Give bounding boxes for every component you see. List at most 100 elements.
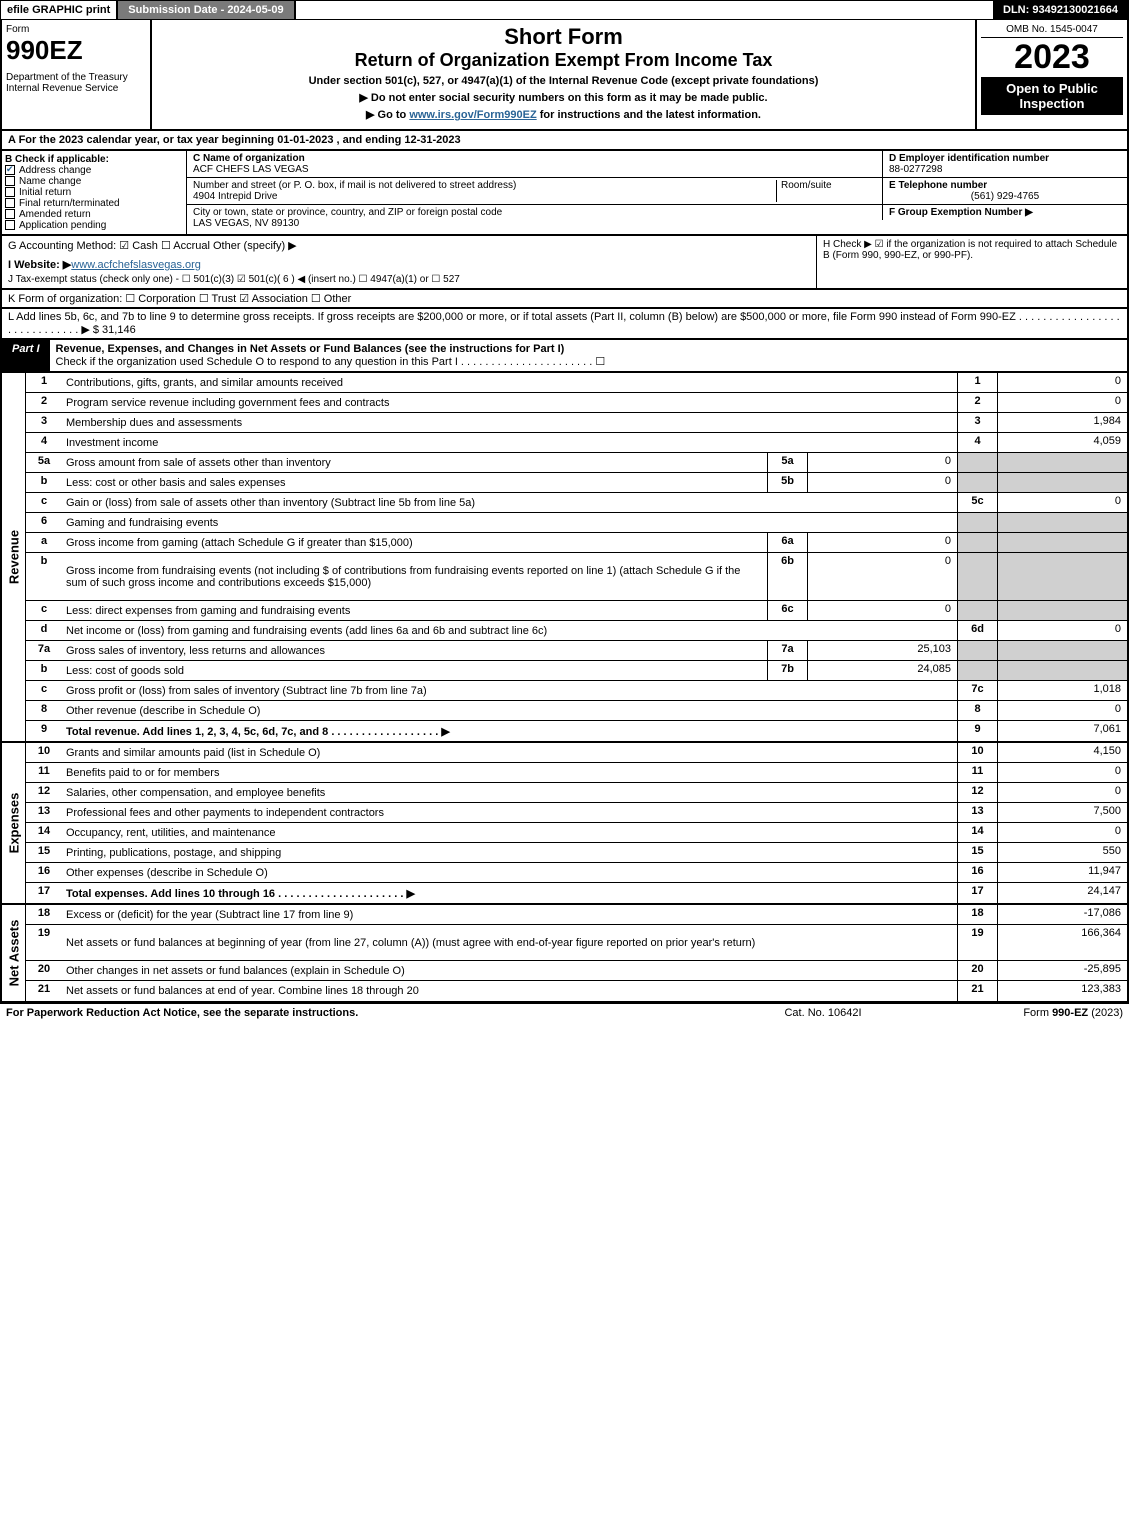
ln7c-desc: Gross profit or (loss) from sales of inv… <box>62 681 957 700</box>
ln10-num: 10 <box>26 743 62 762</box>
ln6a-num: a <box>26 533 62 552</box>
ln7b-box-grey <box>957 661 997 680</box>
ln3-desc: Membership dues and assessments <box>62 413 957 432</box>
row-i-label: I Website: ▶ <box>8 259 71 271</box>
ln19-desc: Net assets or fund balances at beginning… <box>62 925 957 960</box>
lbl-address-change: Address change <box>19 165 91 176</box>
ln20-desc: Other changes in net assets or fund bala… <box>62 961 957 980</box>
efile-print[interactable]: efile GRAPHIC print <box>1 1 118 19</box>
info-grid: B Check if applicable: Address change Na… <box>0 151 1129 236</box>
ln6c-box-grey <box>957 601 997 620</box>
chk-amended-return[interactable] <box>5 209 15 219</box>
ln20-val: -25,895 <box>997 961 1127 980</box>
ln6d-num: d <box>26 621 62 640</box>
ln11-val: 0 <box>997 763 1127 782</box>
website-link[interactable]: www.acfchefslasvegas.org <box>71 259 201 271</box>
row-a-period: A For the 2023 calendar year, or tax yea… <box>0 131 1129 151</box>
ln17-desc: Total expenses. Add lines 10 through 16 … <box>62 883 957 903</box>
ln21-box: 21 <box>957 981 997 1001</box>
org-address: 4904 Intrepid Drive <box>193 191 278 202</box>
ln3-val: 1,984 <box>997 413 1127 432</box>
ln7a-subval: 25,103 <box>807 641 957 660</box>
ln9-num: 9 <box>26 721 62 741</box>
page-footer: For Paperwork Reduction Act Notice, see … <box>0 1003 1129 1022</box>
box-b-label: B Check if applicable: <box>5 154 109 165</box>
submission-date: Submission Date - 2024-05-09 <box>118 1 295 19</box>
lbl-amended-return: Amended return <box>19 209 91 220</box>
ln5a-val-grey <box>997 453 1127 472</box>
telephone: (561) 929-4765 <box>889 191 1121 202</box>
ln5a-subval: 0 <box>807 453 957 472</box>
ln18-num: 18 <box>26 905 62 924</box>
footer-catalog: Cat. No. 10642I <box>723 1007 923 1019</box>
ln8-num: 8 <box>26 701 62 720</box>
tax-year: 2023 <box>981 38 1123 77</box>
ln5b-subval: 0 <box>807 473 957 492</box>
ln3-box: 3 <box>957 413 997 432</box>
row-gh: G Accounting Method: ☑ Cash ☐ Accrual Ot… <box>0 236 1129 290</box>
ln7b-val-grey <box>997 661 1127 680</box>
ln15-desc: Printing, publications, postage, and shi… <box>62 843 957 862</box>
part1-header: Part I Revenue, Expenses, and Changes in… <box>0 340 1129 373</box>
row-l-text: L Add lines 5b, 6c, and 7b to line 9 to … <box>8 311 1120 336</box>
netassets-section: Net Assets 18Excess or (deficit) for the… <box>0 905 1129 1003</box>
ln6c-num: c <box>26 601 62 620</box>
footer-left: For Paperwork Reduction Act Notice, see … <box>6 1007 723 1019</box>
ln5b-sub: 5b <box>767 473 807 492</box>
ln6a-val-grey <box>997 533 1127 552</box>
ln6c-subval: 0 <box>807 601 957 620</box>
expenses-label: Expenses <box>6 793 21 854</box>
ln18-box: 18 <box>957 905 997 924</box>
row-l: L Add lines 5b, 6c, and 7b to line 9 to … <box>0 309 1129 340</box>
ln2-val: 0 <box>997 393 1127 412</box>
box-b: B Check if applicable: Address change Na… <box>2 151 187 234</box>
chk-application-pending[interactable] <box>5 220 15 230</box>
open-to-public: Open to Public Inspection <box>981 77 1123 115</box>
box-c-name-label: C Name of organization <box>193 153 305 164</box>
ln4-box: 4 <box>957 433 997 452</box>
ln1-desc: Contributions, gifts, grants, and simila… <box>62 373 957 392</box>
ln10-box: 10 <box>957 743 997 762</box>
ln6a-sub: 6a <box>767 533 807 552</box>
chk-address-change[interactable] <box>5 165 15 175</box>
ln21-val: 123,383 <box>997 981 1127 1001</box>
ln6a-subval: 0 <box>807 533 957 552</box>
ln5c-val: 0 <box>997 493 1127 512</box>
row-j: J Tax-exempt status (check only one) - ☐… <box>8 274 810 285</box>
lbl-application-pending: Application pending <box>19 220 106 231</box>
ln8-desc: Other revenue (describe in Schedule O) <box>62 701 957 720</box>
chk-name-change[interactable] <box>5 176 15 186</box>
ln1-val: 0 <box>997 373 1127 392</box>
ln14-box: 14 <box>957 823 997 842</box>
ln3-num: 3 <box>26 413 62 432</box>
ln6-num: 6 <box>26 513 62 532</box>
room-suite-label: Room/suite <box>781 180 832 191</box>
chk-final-return[interactable] <box>5 198 15 208</box>
ln6b-val-grey <box>997 553 1127 600</box>
ln8-box: 8 <box>957 701 997 720</box>
ln7c-box: 7c <box>957 681 997 700</box>
ln7b-num: b <box>26 661 62 680</box>
ln6c-val-grey <box>997 601 1127 620</box>
part1-tab: Part I <box>2 340 50 371</box>
ln7c-val: 1,018 <box>997 681 1127 700</box>
ln16-num: 16 <box>26 863 62 882</box>
ln2-desc: Program service revenue including govern… <box>62 393 957 412</box>
irs-link[interactable]: www.irs.gov/Form990EZ <box>409 109 536 121</box>
box-def: D Employer identification number 88-0277… <box>882 151 1127 234</box>
ln9-box: 9 <box>957 721 997 741</box>
ln6-val-grey <box>997 513 1127 532</box>
ln7a-box-grey <box>957 641 997 660</box>
ln11-desc: Benefits paid to or for members <box>62 763 957 782</box>
org-city: LAS VEGAS, NV 89130 <box>193 218 299 229</box>
ln12-desc: Salaries, other compensation, and employ… <box>62 783 957 802</box>
box-c: C Name of organization ACF CHEFS LAS VEG… <box>187 151 882 234</box>
ln16-desc: Other expenses (describe in Schedule O) <box>62 863 957 882</box>
ln15-val: 550 <box>997 843 1127 862</box>
ln6b-sub: 6b <box>767 553 807 600</box>
box-e-label: E Telephone number <box>889 180 987 191</box>
ln6b-desc: Gross income from fundraising events (no… <box>62 553 767 600</box>
ln1-num: 1 <box>26 373 62 392</box>
expenses-section: Expenses 10Grants and similar amounts pa… <box>0 743 1129 905</box>
chk-initial-return[interactable] <box>5 187 15 197</box>
